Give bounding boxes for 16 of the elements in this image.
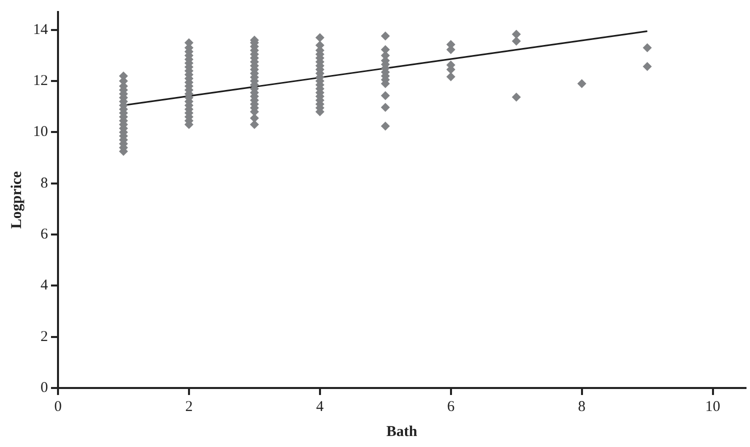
y-tick-label: 8 bbox=[40, 175, 48, 192]
y-tick-label: 14 bbox=[33, 22, 48, 38]
y-tick-label: 4 bbox=[40, 278, 48, 294]
y-tick-label: 6 bbox=[40, 226, 48, 242]
x-tick-label: 10 bbox=[705, 398, 720, 415]
y-tick-label: 10 bbox=[33, 124, 48, 140]
y-tick-label: 12 bbox=[33, 73, 48, 89]
x-tick-label: 0 bbox=[54, 398, 62, 415]
x-tick-label: 8 bbox=[578, 398, 586, 415]
x-tick-label: 4 bbox=[316, 398, 324, 415]
y-axis-title: Logprice bbox=[8, 170, 25, 229]
x-tick-label: 6 bbox=[447, 398, 456, 415]
y-tick-label: 2 bbox=[40, 328, 48, 345]
y-tick-label: 0 bbox=[40, 380, 48, 396]
x-axis-title: Bath bbox=[386, 424, 418, 440]
x-tick-label: 2 bbox=[185, 398, 193, 415]
